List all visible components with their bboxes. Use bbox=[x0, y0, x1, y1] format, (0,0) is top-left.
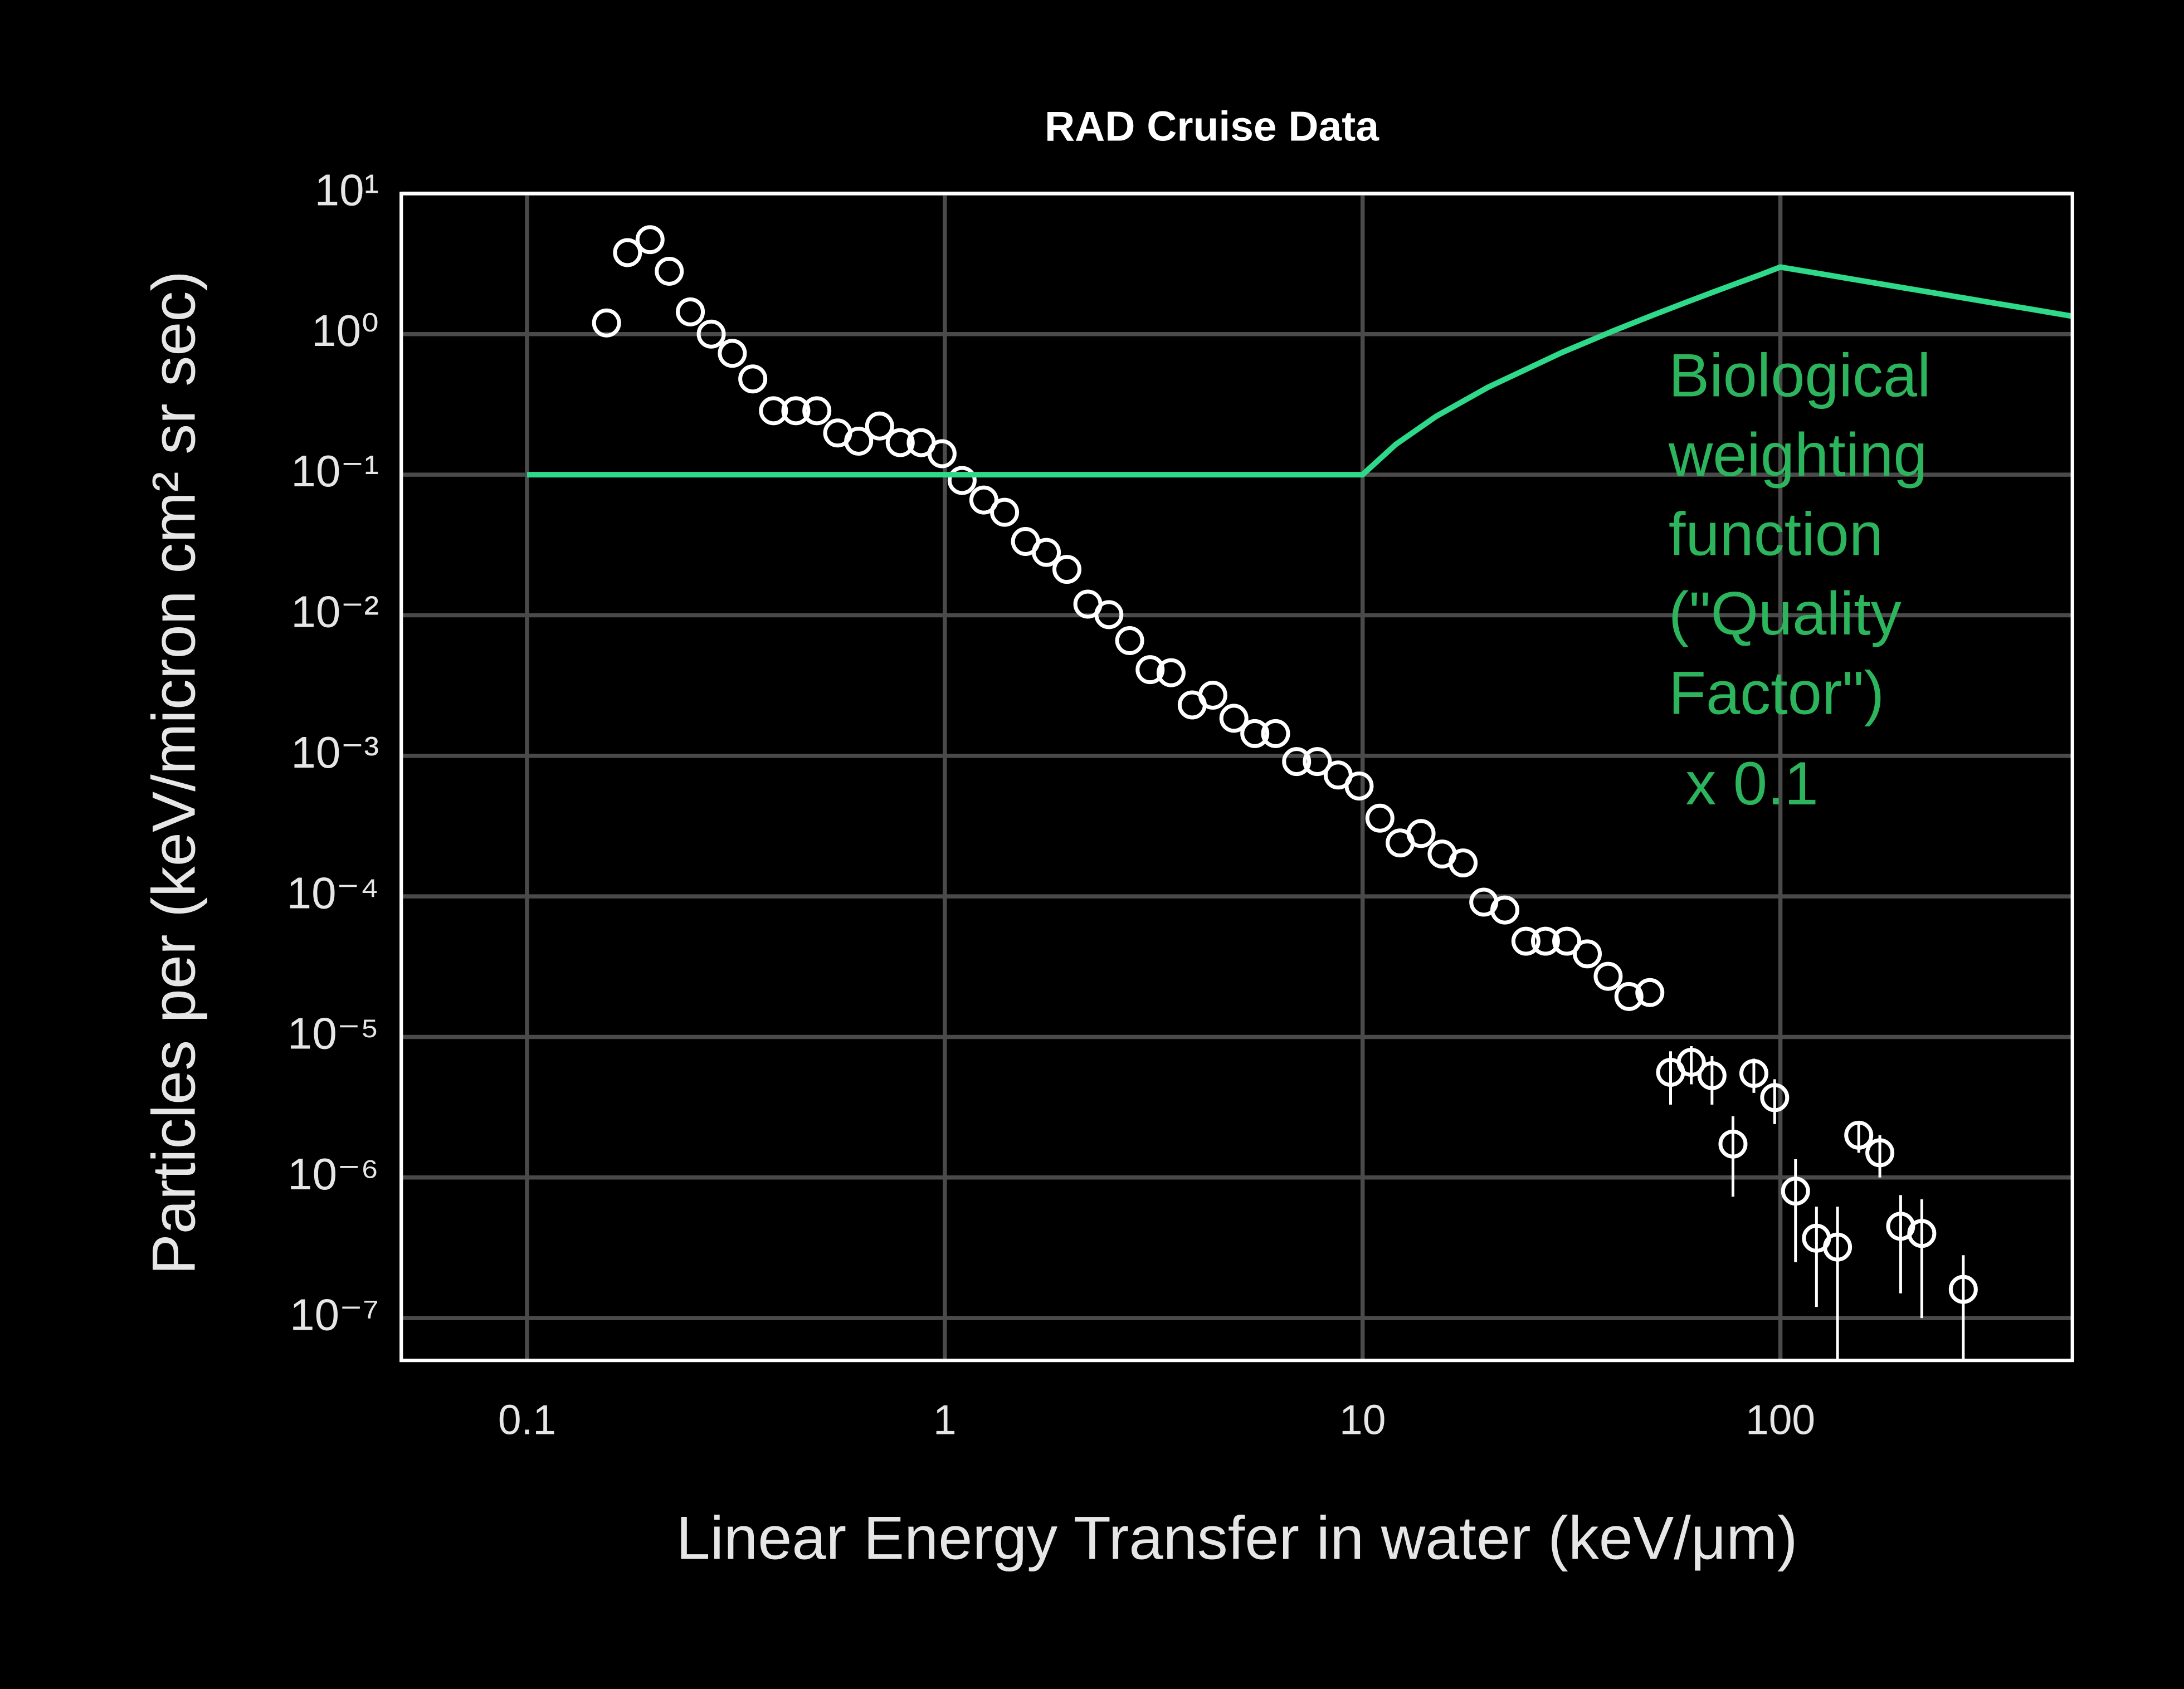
data-point bbox=[1032, 538, 1061, 567]
labels: 0.1 1 10 100 10¹ 10⁰ 10⁻¹ 10⁻² 10⁻³ 10⁻⁴ 10⁻⁵ 10⁻⁶ 1… bbox=[287, 165, 1931, 1443]
data-point bbox=[1572, 939, 1602, 969]
data-point bbox=[718, 339, 747, 368]
data-point bbox=[1344, 771, 1374, 800]
y-tick-label: 10¹ bbox=[315, 165, 379, 215]
data-point bbox=[1844, 1120, 1874, 1150]
data-point bbox=[676, 297, 705, 326]
x-tick-label: 10 bbox=[1339, 1396, 1386, 1443]
data-point bbox=[1094, 600, 1124, 629]
data-point bbox=[990, 497, 1020, 527]
data-point bbox=[1219, 704, 1249, 733]
x-axis-label: Linear Energy Transfer in water (keV/μm) bbox=[676, 1504, 1797, 1573]
quality-factor-line bbox=[526, 264, 2073, 478]
data-point bbox=[1240, 719, 1270, 748]
data-point bbox=[1511, 926, 1540, 956]
data-point bbox=[969, 485, 998, 515]
data-point bbox=[1697, 1061, 1727, 1091]
data-point bbox=[1739, 1058, 1768, 1088]
y-tick-label: 10⁻⁶ bbox=[287, 1149, 379, 1199]
data-point bbox=[865, 411, 894, 441]
annotation: x 0.1 bbox=[1669, 749, 1819, 818]
data-point bbox=[1676, 1048, 1706, 1077]
annotation: Biological bbox=[1669, 341, 1931, 409]
data-point bbox=[1052, 555, 1081, 584]
annotation: Factor") bbox=[1669, 658, 1884, 727]
data-point bbox=[592, 308, 621, 338]
data-point bbox=[635, 225, 665, 255]
y-axis-label: Particles per (keV/micron cm² sr sec) bbox=[139, 271, 208, 1275]
y-tick-label: 10⁻⁴ bbox=[287, 868, 379, 917]
data-point bbox=[1449, 848, 1478, 878]
annotation: ("Quality bbox=[1669, 579, 1902, 648]
y-tick-label: 10⁻¹ bbox=[291, 446, 379, 496]
data-point bbox=[1865, 1138, 1895, 1168]
y-tick-label: 10⁻³ bbox=[291, 728, 379, 777]
data-point bbox=[781, 396, 811, 426]
data-point bbox=[1490, 895, 1519, 925]
data-point bbox=[1948, 1275, 1978, 1304]
data-point bbox=[1365, 803, 1395, 833]
data-point bbox=[1115, 626, 1144, 655]
plot-area bbox=[526, 225, 2073, 1361]
data-point bbox=[1552, 926, 1582, 956]
data-point bbox=[696, 319, 726, 349]
x-tick-label: 0.1 bbox=[498, 1396, 556, 1443]
data-point bbox=[1635, 978, 1665, 1007]
plot-frame bbox=[399, 192, 2074, 1363]
data-point bbox=[1614, 982, 1644, 1011]
data-point bbox=[1156, 658, 1186, 687]
data-point bbox=[1198, 680, 1227, 710]
data-point bbox=[1718, 1129, 1748, 1159]
data-point bbox=[738, 364, 768, 394]
data-point bbox=[759, 396, 788, 426]
data-point bbox=[1406, 819, 1436, 848]
data-point bbox=[947, 466, 977, 495]
data-point bbox=[844, 427, 874, 456]
data-point bbox=[1760, 1083, 1790, 1112]
data-point bbox=[1530, 926, 1560, 956]
data-point bbox=[1282, 747, 1312, 777]
data-point bbox=[802, 396, 832, 426]
data-point bbox=[1261, 719, 1290, 748]
data-point bbox=[1781, 1177, 1810, 1206]
x-tick-label: 100 bbox=[1746, 1396, 1815, 1443]
y-tick-label: 10⁰ bbox=[311, 306, 379, 355]
x-tick-label: 1 bbox=[933, 1396, 957, 1443]
data-point bbox=[927, 439, 957, 468]
annotation: function bbox=[1669, 500, 1883, 568]
data-point bbox=[1135, 655, 1165, 685]
data-point bbox=[1823, 1232, 1852, 1262]
data-point bbox=[655, 256, 684, 286]
data-point bbox=[1303, 747, 1332, 777]
y-tick-label: 10⁻² bbox=[291, 587, 379, 637]
data-point bbox=[885, 428, 915, 457]
chart-title: RAD Cruise Data bbox=[1045, 102, 1379, 149]
data-point bbox=[613, 238, 642, 267]
data-point bbox=[1907, 1219, 1937, 1248]
data-point bbox=[1593, 961, 1623, 991]
y-tick-label: 10⁻⁷ bbox=[290, 1290, 379, 1339]
annotation: weighting bbox=[1668, 421, 1928, 489]
y-tick-label: 10⁻⁵ bbox=[287, 1009, 379, 1058]
